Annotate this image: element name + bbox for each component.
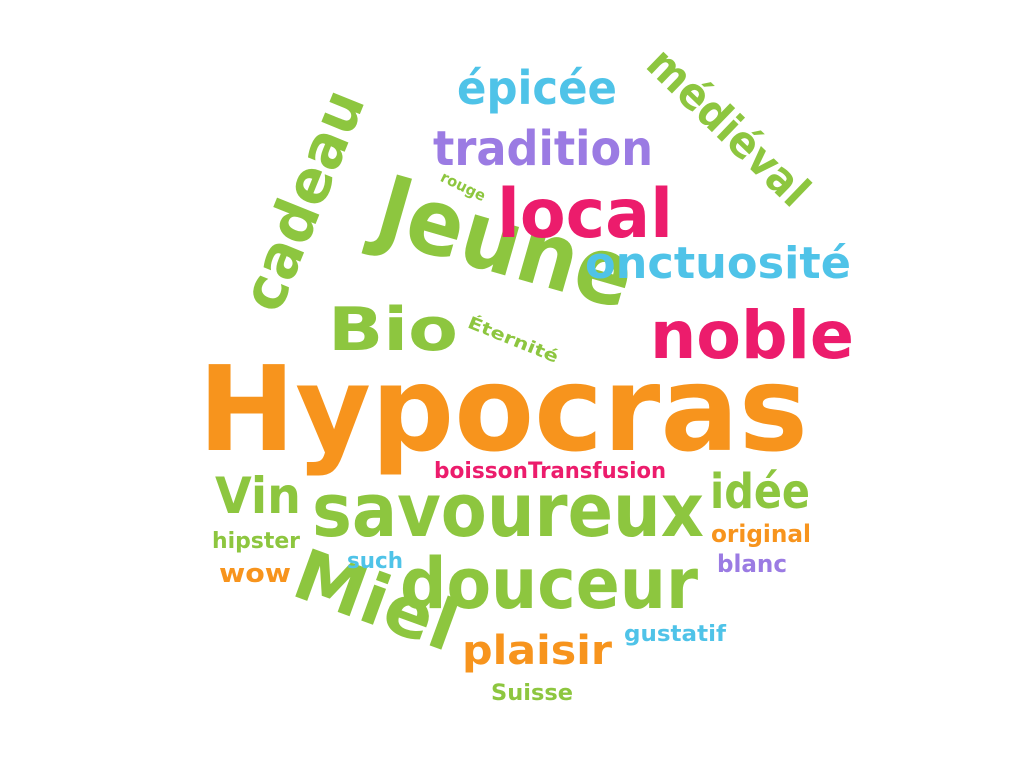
- word-gustatif: gustatif: [624, 622, 726, 647]
- word-idee: idée: [710, 464, 810, 520]
- word-douceur: douceur: [400, 543, 698, 625]
- word-bio: Bio: [328, 295, 458, 365]
- word-transfusion: Transfusion: [528, 459, 666, 484]
- word-cadeau: cadeau: [228, 80, 380, 321]
- word-tradition: tradition: [433, 121, 653, 177]
- word-blanc: blanc: [717, 550, 787, 578]
- word-hipster: hipster: [212, 529, 300, 554]
- word-boisson: boisson: [434, 459, 528, 484]
- word-noble: noble: [650, 297, 854, 374]
- word-savoureux: savoureux: [312, 468, 704, 554]
- word-hypocras: Hypocras: [198, 340, 808, 478]
- word-onctuosite: onctuosité: [585, 238, 851, 289]
- word-suisse: Suisse: [491, 681, 573, 706]
- word-epicee: épicée: [457, 61, 617, 115]
- word-original: original: [711, 520, 811, 548]
- word-such: such: [347, 549, 403, 574]
- word-vin: Vin: [215, 467, 301, 525]
- word-wow: wow: [219, 559, 291, 589]
- word-plaisir: plaisir: [462, 628, 612, 674]
- word-local: local: [497, 175, 673, 254]
